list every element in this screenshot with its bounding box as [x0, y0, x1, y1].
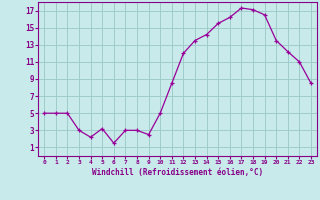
X-axis label: Windchill (Refroidissement éolien,°C): Windchill (Refroidissement éolien,°C) [92, 168, 263, 177]
